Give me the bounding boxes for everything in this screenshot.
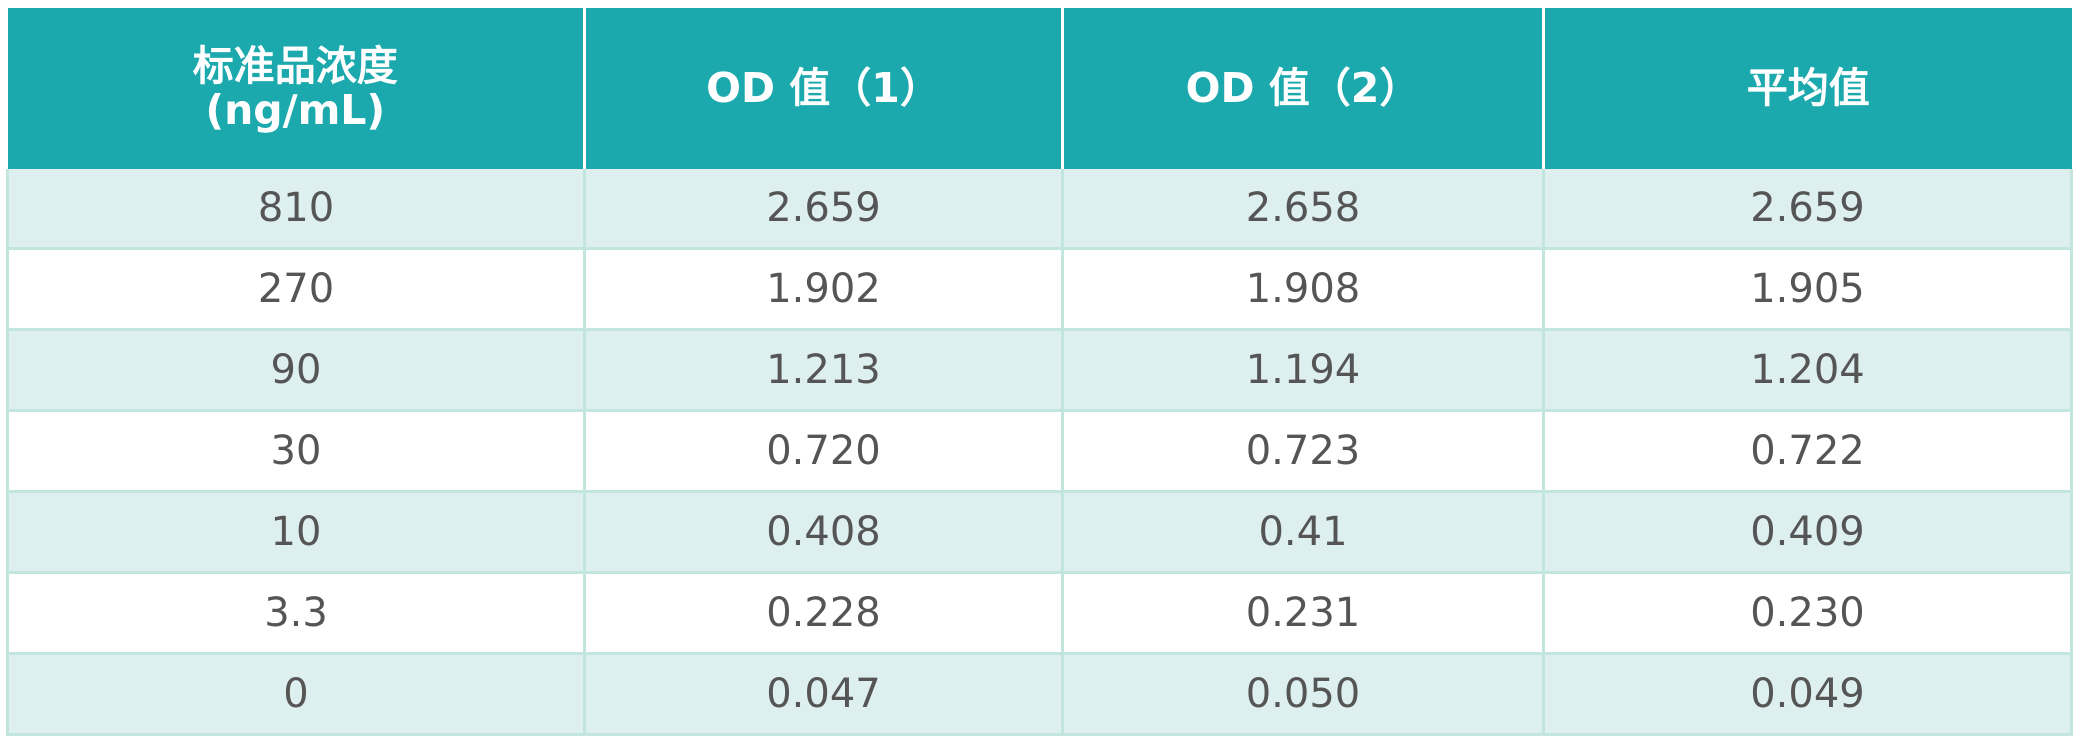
cell-od-1: 0.720: [583, 410, 1064, 493]
header-unit-line: (ng/mL): [205, 85, 386, 134]
cell-average: 0.049: [1542, 653, 2073, 736]
cell-average: 1.905: [1542, 248, 2073, 331]
table-row: 0 0.047 0.050 0.049: [6, 653, 2073, 736]
header-od-value-2: OD 值（2）: [1061, 8, 1545, 169]
table-row: 810 2.659 2.658 2.659: [6, 169, 2073, 250]
cell-od-2: 0.723: [1061, 410, 1545, 493]
table-header: 标准品浓度 (ng/mL) OD 值（1） OD 值（2） 平均值: [7, 8, 2072, 169]
table-row: 30 0.720 0.723 0.722: [6, 410, 2073, 493]
header-od-value-1: OD 值（1）: [583, 8, 1064, 169]
cell-od-1: 0.228: [583, 572, 1064, 655]
cell-od-2: 2.658: [1061, 169, 1545, 250]
table-row: 10 0.408 0.41 0.409: [6, 491, 2073, 574]
cell-average: 0.722: [1542, 410, 2073, 493]
cell-concentration: 270: [6, 248, 586, 331]
od-data-table-container: 标准品浓度 (ng/mL) OD 值（1） OD 值（2） 平均值 810 2.…: [6, 8, 2073, 736]
cell-od-1: 0.047: [583, 653, 1064, 736]
table-body: 810 2.659 2.658 2.659 270 1.902 1.908 1.…: [6, 169, 2073, 736]
cell-average: 2.659: [1542, 169, 2073, 250]
header-standard-concentration: 标准品浓度 (ng/mL): [7, 8, 586, 169]
cell-concentration: 810: [6, 169, 586, 250]
cell-od-2: 0.231: [1061, 572, 1545, 655]
cell-od-1: 0.408: [583, 491, 1064, 574]
header-label-line: 标准品浓度: [192, 42, 398, 91]
header-average: 平均值: [1542, 8, 2072, 169]
cell-od-1: 2.659: [583, 169, 1064, 250]
cell-concentration: 90: [6, 329, 586, 412]
cell-average: 0.230: [1542, 572, 2073, 655]
table-row: 90 1.213 1.194 1.204: [6, 329, 2073, 412]
header-row: 标准品浓度 (ng/mL) OD 值（1） OD 值（2） 平均值: [7, 8, 2072, 169]
cell-od-2: 0.41: [1061, 491, 1545, 574]
cell-od-2: 1.908: [1061, 248, 1545, 331]
cell-average: 0.409: [1542, 491, 2073, 574]
cell-concentration: 0: [6, 653, 586, 736]
cell-concentration: 30: [6, 410, 586, 493]
header-label-line: OD 值（2）: [1185, 63, 1421, 112]
cell-od-2: 1.194: [1061, 329, 1545, 412]
cell-concentration: 10: [6, 491, 586, 574]
cell-od-1: 1.902: [583, 248, 1064, 331]
header-label-line: OD 值（1）: [706, 63, 941, 112]
cell-od-2: 0.050: [1061, 653, 1545, 736]
table-row: 3.3 0.228 0.231 0.230: [6, 572, 2073, 655]
header-label-line: 平均值: [1746, 63, 1870, 112]
table-row: 270 1.902 1.908 1.905: [6, 248, 2073, 331]
od-data-table: 标准品浓度 (ng/mL) OD 值（1） OD 值（2） 平均值 810 2.…: [6, 8, 2073, 736]
cell-od-1: 1.213: [583, 329, 1064, 412]
cell-average: 1.204: [1542, 329, 2073, 412]
cell-concentration: 3.3: [6, 572, 586, 655]
